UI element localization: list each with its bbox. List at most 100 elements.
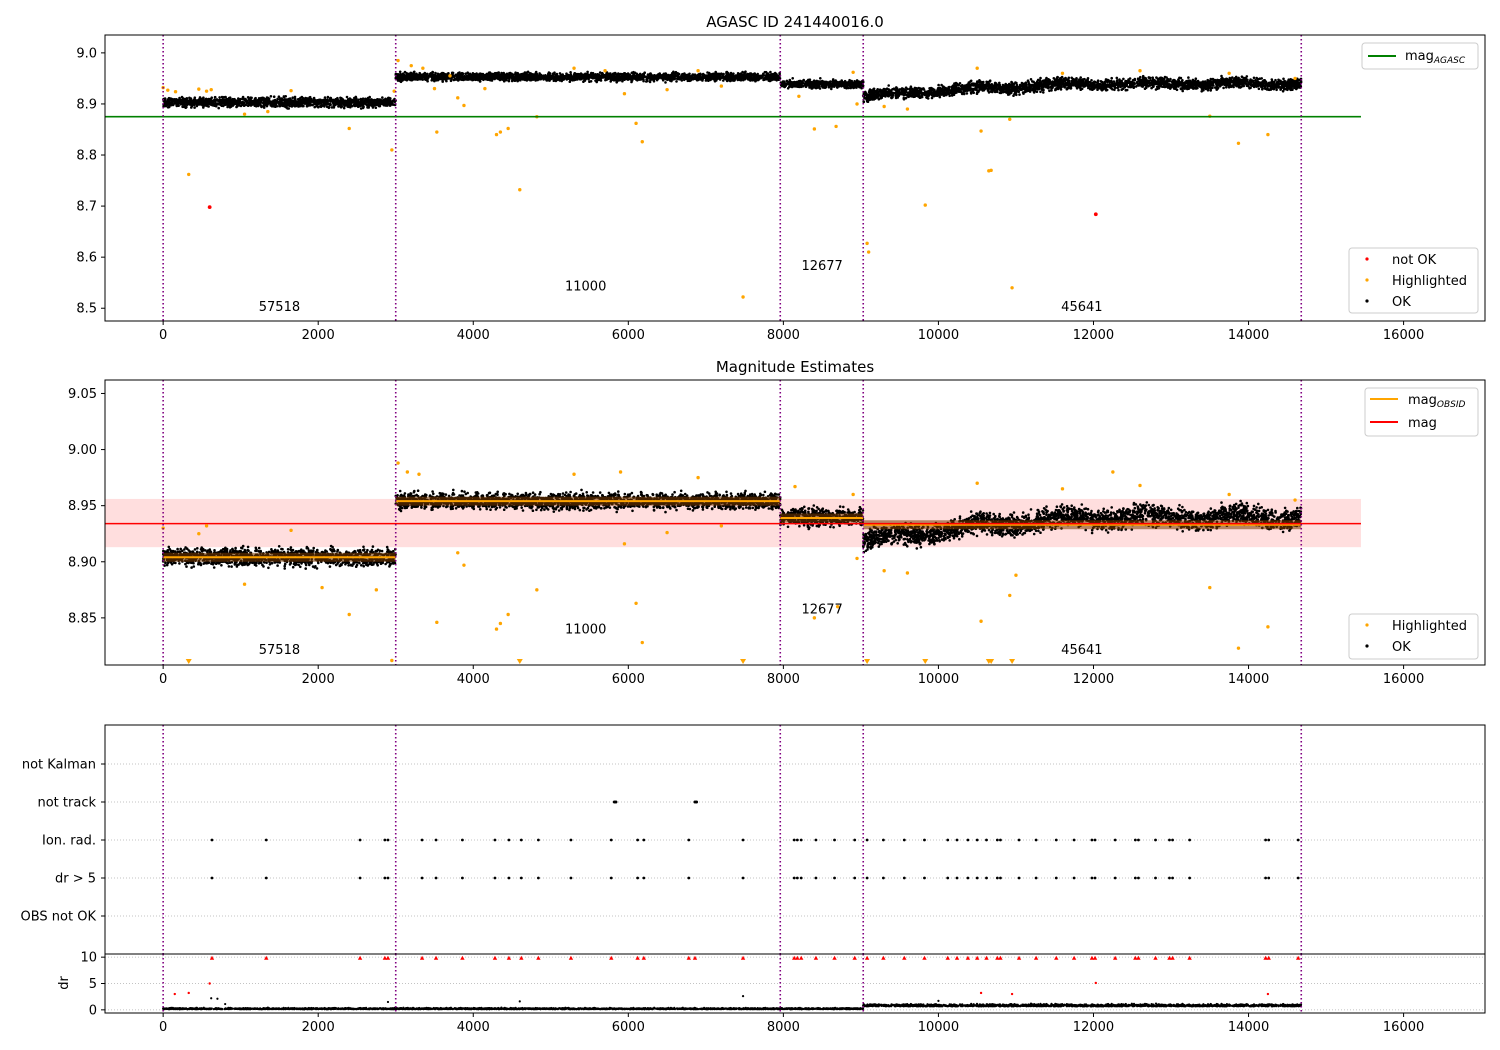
ok-point (502, 71, 506, 75)
ok-point (483, 75, 486, 78)
ok-point (672, 70, 675, 74)
ok-point (562, 78, 566, 81)
ok-point (418, 76, 422, 80)
ok-point (1257, 87, 1261, 91)
ok-point (384, 103, 388, 107)
ok-point (398, 79, 402, 83)
ok-point (586, 72, 589, 76)
ok-point (520, 74, 524, 77)
ok-point (331, 99, 334, 102)
ok-point (342, 106, 346, 110)
ok-point (193, 106, 196, 109)
ok-point (347, 104, 351, 108)
ok-point (365, 100, 368, 104)
ok-point (677, 75, 680, 79)
ok-point (431, 70, 434, 74)
ok-point (200, 103, 204, 106)
ok-point (841, 82, 845, 86)
ok-point (304, 101, 307, 104)
ok-point (356, 102, 359, 105)
ok-point (166, 101, 169, 105)
ok-point (711, 73, 715, 77)
ok-point (806, 83, 810, 86)
ok-point (524, 77, 528, 80)
ok-point (637, 75, 640, 79)
ok-point (285, 106, 288, 109)
ok-point (223, 98, 227, 102)
ok-point (311, 99, 315, 103)
ok-point (188, 99, 192, 103)
ok-point (368, 95, 372, 99)
ok-point (827, 85, 831, 89)
ok-point (264, 100, 268, 103)
ok-point (597, 78, 601, 82)
ok-point (349, 100, 353, 104)
ok-point (348, 98, 351, 102)
ok-point (809, 81, 813, 84)
ok-point (814, 80, 818, 84)
ok-point (453, 74, 456, 77)
ok-point (272, 102, 276, 106)
ok-point (769, 70, 772, 74)
ok-point (245, 101, 249, 105)
ok-point (649, 76, 652, 80)
ok-point (626, 72, 630, 75)
ok-point (436, 75, 440, 79)
ok-point (846, 83, 849, 87)
ok-point (818, 87, 822, 90)
ok-point (338, 104, 341, 108)
ok-point (423, 76, 427, 80)
ok-point (820, 82, 823, 85)
ok-point (166, 98, 170, 101)
ok-point (277, 95, 281, 98)
ok-point (630, 71, 634, 75)
ok-point (830, 83, 834, 87)
ok-point (604, 78, 607, 82)
ok-point (498, 75, 502, 78)
ok-point (445, 79, 448, 83)
ok-point (204, 100, 208, 103)
ok-point (492, 73, 495, 77)
ok-point (613, 71, 617, 75)
ok-point (598, 71, 602, 74)
ok-point (603, 73, 606, 77)
ok-point (697, 78, 700, 81)
ok-point (861, 84, 864, 87)
ok-point (208, 98, 212, 101)
ok-point (510, 76, 514, 80)
ok-point (218, 99, 222, 103)
ok-point (293, 104, 297, 108)
ok-point (431, 73, 434, 76)
ok-point (179, 100, 183, 104)
ok-point (299, 98, 303, 101)
ok-point (647, 76, 650, 80)
ok-point (204, 97, 208, 101)
ok-point (288, 97, 292, 100)
ok-point (258, 99, 262, 102)
ok-point (965, 92, 969, 95)
ok-point (840, 79, 843, 82)
ok-point (195, 102, 199, 105)
ok-point (359, 100, 363, 103)
ok-point (339, 101, 343, 104)
ok-point (618, 73, 621, 77)
ok-point (547, 74, 550, 77)
ok-point (843, 86, 846, 89)
ok-point (436, 78, 440, 82)
ok-point (409, 71, 413, 75)
ok-point (380, 101, 384, 104)
ok-point (797, 79, 801, 83)
ok-point (771, 73, 774, 77)
ok-point (308, 97, 311, 100)
ok-point (765, 72, 769, 75)
ok-point (830, 87, 833, 91)
ok-point (788, 78, 792, 82)
ok-point (288, 101, 292, 105)
ok-point (308, 100, 312, 103)
ok-point (466, 71, 470, 74)
ok-point (532, 73, 535, 76)
ok-point (581, 76, 585, 79)
ok-point (434, 74, 437, 77)
ok-point (729, 71, 733, 75)
ok-point (773, 75, 777, 78)
